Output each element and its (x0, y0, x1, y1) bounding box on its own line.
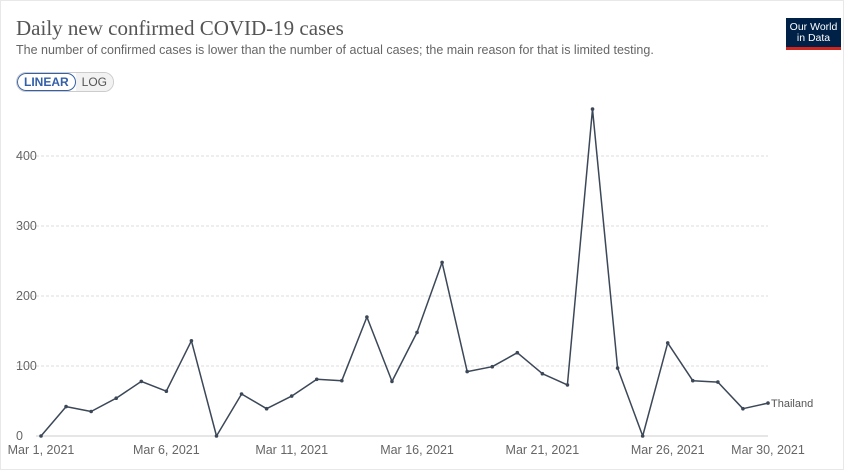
data-point (164, 389, 169, 394)
x-tick-label: Mar 1, 2021 (8, 443, 75, 457)
data-point (139, 379, 144, 384)
data-point (515, 350, 520, 355)
y-tick-label: 200 (16, 289, 37, 303)
chart-title: Daily new confirmed COVID-19 cases (16, 16, 344, 40)
data-point (440, 260, 444, 265)
data-point (340, 378, 344, 383)
data-point (264, 406, 269, 411)
chart-subtitle: The number of confirmed cases is lower t… (16, 43, 654, 57)
data-point (214, 434, 219, 438)
owid-logo[interactable]: Our World in Data (786, 18, 841, 50)
data-point (640, 434, 645, 438)
data-point (64, 404, 68, 409)
data-point (565, 383, 570, 387)
data-point (415, 330, 419, 335)
data-point (39, 434, 43, 438)
data-point (465, 369, 469, 374)
linear-scale-button[interactable]: LINEAR (17, 73, 76, 91)
y-tick-label: 300 (16, 219, 37, 233)
data-point (189, 339, 194, 343)
data-point (239, 392, 244, 396)
data-point (766, 401, 770, 405)
x-tick-label: Mar 16, 2021 (380, 443, 454, 457)
data-point (741, 406, 745, 411)
data-point (289, 394, 294, 398)
x-tick-label: Mar 6, 2021 (133, 443, 200, 457)
x-tick-label: Mar 21, 2021 (506, 443, 580, 457)
data-point (540, 371, 545, 376)
data-point (114, 396, 119, 401)
y-tick-label: 0 (16, 429, 23, 443)
data-point (665, 341, 670, 345)
y-tick-label: 400 (16, 149, 37, 163)
logo-line-1: Our World (789, 21, 838, 33)
data-point (615, 366, 620, 370)
data-point (89, 409, 93, 414)
data-point (716, 380, 720, 384)
y-tick-label: 100 (16, 359, 37, 373)
data-point (590, 107, 595, 111)
logo-line-2: in Data (796, 32, 831, 44)
log-scale-button[interactable]: LOG (75, 73, 114, 91)
x-tick-label: Mar 30, 2021 (731, 443, 805, 457)
series-line-thailand (40, 108, 769, 437)
series-label: Thailand (771, 398, 813, 410)
data-point (490, 364, 495, 369)
data-point (314, 377, 319, 382)
data-point (690, 378, 695, 383)
data-point (365, 315, 369, 319)
data-point (390, 379, 394, 384)
scale-toggle: LINEAR LOG (16, 72, 115, 92)
x-tick-label: Mar 26, 2021 (631, 443, 705, 457)
x-tick-label: Mar 11, 2021 (255, 443, 328, 457)
